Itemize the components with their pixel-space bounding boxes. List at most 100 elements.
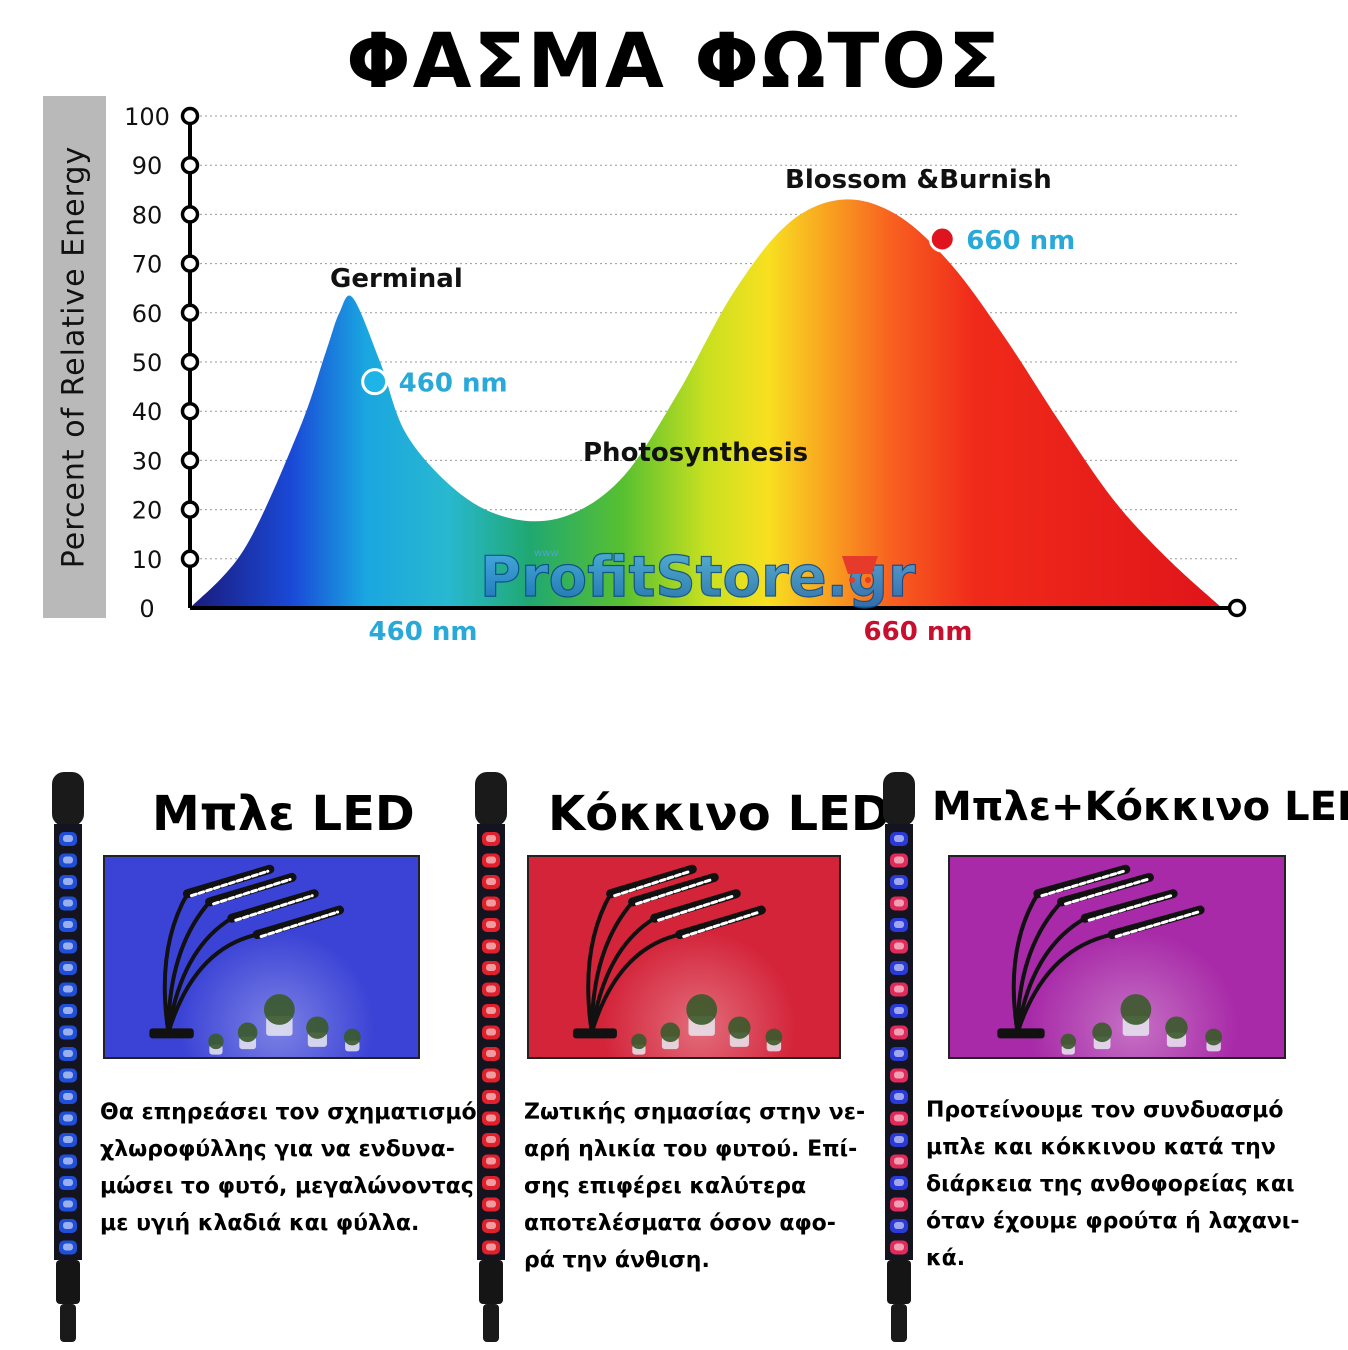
y-tick-marker (180, 254, 200, 273)
y-tick-label: 30 (132, 447, 163, 475)
led-bar-connector (483, 1304, 499, 1342)
y-tick-marker (180, 549, 200, 569)
led-diode-highlight (486, 856, 496, 864)
plant-leaves (1205, 1028, 1223, 1046)
lamp-head (252, 905, 345, 940)
led-diode-highlight (63, 1157, 73, 1165)
lamp-clip (149, 1028, 194, 1039)
led-bar-base (479, 1260, 503, 1304)
description-line: μώσει το φυτό, μεγαλώνοντας (100, 1174, 474, 1199)
plant-leaves (263, 994, 295, 1025)
led-diode-highlight (63, 921, 73, 928)
led-diode-highlight (486, 1050, 496, 1057)
led-diode-highlight (63, 1028, 73, 1036)
led-diode-highlight (894, 878, 904, 885)
led-diode-highlight (63, 1136, 73, 1143)
annotation-0: Germinal (330, 264, 463, 294)
description-line: Προτείνουμε τον συνδυασμό (926, 1098, 1284, 1123)
led-diode-highlight (63, 878, 73, 885)
y-tick-marker (180, 451, 200, 470)
y-tick-label: 20 (132, 497, 163, 525)
plant-leaves (631, 1033, 647, 1050)
y-tick-marker (180, 352, 200, 372)
product-title-2: Μπλε+Κόκκινο LED (932, 784, 1348, 830)
led-diode-highlight (486, 1114, 496, 1122)
led-bar-1 (475, 772, 507, 1342)
product-description-1: Ζωτικής σημασίας στην νε-αρή ηλικία του … (524, 1094, 865, 1279)
page-title: ΦΑΣΜΑ ΦΩΤΟΣ (346, 16, 1002, 105)
lamp-neck (166, 932, 258, 1034)
lamp-head (1033, 864, 1131, 899)
lamp-head (1080, 889, 1178, 923)
lamp-head (227, 889, 319, 923)
peak-point-label-0: 460 nm (399, 369, 508, 399)
description-line: μπλε και κόκκινου κατά την (926, 1135, 1276, 1160)
y-tick-marker (180, 106, 200, 126)
plant-leaves (686, 994, 718, 1025)
watermark-www: www (534, 548, 559, 559)
led-diode-highlight (894, 856, 904, 864)
lamp-leds (212, 877, 292, 906)
grow-lamp-illustration (572, 864, 783, 1055)
peak-point-0 (361, 368, 389, 396)
lamp-neck (162, 892, 190, 1033)
y-tick-label: 0 (139, 595, 154, 623)
led-bar-body (54, 824, 82, 1260)
y-tick-label: 80 (132, 201, 163, 229)
y-tick-marker (180, 205, 200, 224)
peak-points: 460 nm 660 nm (361, 225, 1075, 399)
product-photo-2 (948, 855, 1286, 1059)
led-diode-highlight (486, 1007, 496, 1014)
watermark-text: ProfitStore.gr (480, 545, 916, 610)
plant-leaves (1120, 994, 1152, 1025)
plant-leaves (1060, 1033, 1076, 1050)
plant-leaves (765, 1028, 783, 1046)
description-line: Θα επηρεάσει τον σχηματισμό (100, 1100, 477, 1125)
lamp-neck (1015, 916, 1087, 1033)
lamp-neck (166, 900, 212, 1033)
annotation-1: Photosynthesis (583, 438, 808, 468)
peak-point-label-1: 660 nm (966, 226, 1075, 256)
led-diode-highlight (486, 942, 496, 950)
led-bar-cap (883, 772, 915, 826)
led-diode-highlight (63, 1071, 73, 1079)
led-diode-highlight (63, 985, 73, 993)
lamp-clip (997, 1028, 1045, 1039)
led-diode-highlight (894, 921, 904, 928)
led-diode-highlight (894, 835, 904, 842)
led-diode-highlight (894, 1114, 904, 1122)
plant-leaves (208, 1033, 224, 1050)
lamp-head (205, 872, 297, 907)
lamp-neck (1015, 900, 1064, 1033)
lamp-leds (682, 910, 761, 939)
led-diode-highlight (894, 1028, 904, 1036)
description-line: κά. (926, 1246, 966, 1271)
product-photo-1 (527, 855, 841, 1059)
x-marker-label-0: 460 nm (369, 617, 478, 647)
led-diode-highlight (894, 1157, 904, 1165)
description-line: σης επιφέρει καλύτερα (524, 1174, 807, 1199)
y-tick-label: 90 (132, 152, 163, 180)
led-diode-highlight (894, 1007, 904, 1014)
lamp-leds (635, 877, 714, 906)
lamp-neck (589, 900, 635, 1033)
plant-leaves (1092, 1022, 1112, 1043)
description-line: με υγιή κλαδιά και φύλλα. (100, 1211, 420, 1236)
plant-leaves (343, 1028, 361, 1046)
led-bar-base (887, 1260, 911, 1304)
led-bar-connector (60, 1304, 76, 1342)
led-diode-highlight (63, 1200, 73, 1208)
lamp-neck (1015, 932, 1113, 1034)
led-diode-highlight (63, 1050, 73, 1057)
led-diode-highlight (486, 1222, 496, 1229)
product-title-1: Κόκκινο LED (548, 786, 891, 842)
grow-lamp-illustration (997, 864, 1223, 1055)
description-line: αρή ηλικία του φυτού. Επί- (524, 1137, 858, 1162)
plant-leaves (306, 1016, 329, 1039)
peak-point-1 (928, 225, 956, 253)
lamp-leds (234, 894, 314, 922)
y-tick-label: 70 (132, 251, 163, 279)
led-diode-highlight (894, 1200, 904, 1208)
lamp-head (606, 864, 697, 899)
lamp-neck (1011, 892, 1040, 1033)
